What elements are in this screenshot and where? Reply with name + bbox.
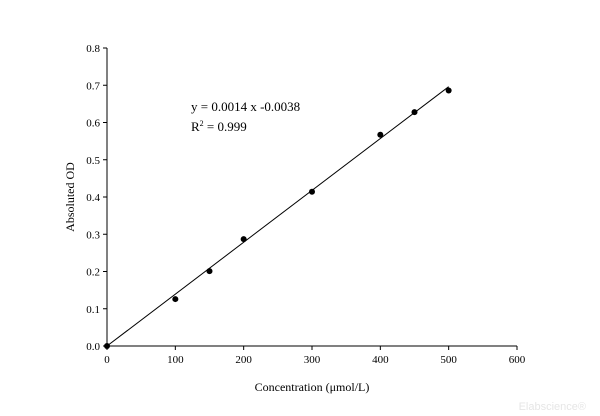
x-axis-label: Concentration (μmol/L) — [255, 380, 370, 394]
y-tick-label: 0.6 — [86, 118, 100, 130]
y-tick-label: 0.8 — [86, 43, 100, 55]
x-tick-label: 300 — [304, 354, 321, 366]
axes — [106, 48, 517, 347]
y-axis-label: Absoluted OD — [63, 162, 77, 232]
y-tick-label: 0.5 — [86, 155, 100, 167]
data-point — [172, 296, 179, 303]
r-squared-letter: R — [191, 119, 200, 134]
watermark-logo: Elabscience® — [518, 401, 586, 413]
x-tick-label: 200 — [235, 354, 252, 366]
y-tick-label: 0.0 — [86, 341, 100, 353]
x-tick-label: 100 — [167, 354, 184, 366]
data-point — [240, 236, 247, 243]
r-squared-exponent: 2 — [200, 119, 204, 128]
x-axis-ticks: 0 100 200 300 400 500 600 — [104, 346, 526, 366]
x-tick-label: 0 — [104, 354, 110, 366]
regression-equation: y = 0.0014 x -0.0038 — [191, 99, 300, 114]
x-tick-label: 500 — [440, 354, 457, 366]
y-tick-label: 0.4 — [86, 192, 100, 204]
regression-line — [106, 86, 449, 347]
data-point — [104, 343, 110, 349]
y-axis-ticks: 0.0 0.1 0.2 0.3 0.4 0.5 0.6 0.7 0.8 — [86, 43, 107, 353]
data-point — [206, 268, 213, 275]
data-point — [377, 131, 384, 138]
r-squared-value: = 0.999 — [204, 119, 247, 134]
data-point — [445, 87, 452, 94]
data-points — [104, 87, 452, 349]
data-point — [411, 109, 418, 116]
data-point — [309, 188, 315, 195]
y-tick-label: 0.2 — [86, 267, 100, 279]
r-squared: R2 = 0.999 — [191, 119, 247, 134]
fit-line-group — [106, 86, 449, 347]
y-tick-label: 0.3 — [86, 229, 100, 241]
y-tick-label: 0.1 — [86, 304, 100, 316]
y-tick-label: 0.7 — [86, 80, 100, 92]
x-tick-label: 400 — [372, 354, 389, 366]
x-tick-label: 600 — [509, 354, 526, 366]
